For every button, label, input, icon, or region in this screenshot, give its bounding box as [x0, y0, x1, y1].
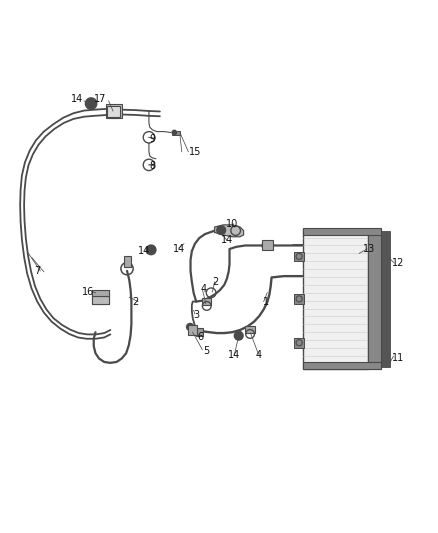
- Text: 4: 4: [255, 350, 261, 360]
- Bar: [92, 290, 109, 296]
- Bar: [124, 256, 131, 266]
- Text: 6: 6: [198, 333, 204, 343]
- Text: 5: 5: [203, 345, 209, 356]
- Text: 16: 16: [81, 287, 94, 297]
- Polygon shape: [215, 225, 244, 237]
- Text: 10: 10: [226, 219, 238, 229]
- Bar: [106, 104, 122, 118]
- Bar: [294, 252, 304, 261]
- Circle shape: [172, 130, 177, 135]
- Bar: [92, 296, 109, 304]
- Text: 8: 8: [149, 161, 155, 171]
- Bar: [172, 131, 180, 135]
- Bar: [303, 228, 381, 235]
- Text: 13: 13: [363, 244, 375, 254]
- Text: 14: 14: [71, 94, 83, 104]
- Text: 11: 11: [392, 353, 404, 362]
- Text: 14: 14: [138, 246, 151, 256]
- Text: 3: 3: [193, 310, 199, 320]
- Text: 2: 2: [212, 277, 219, 287]
- Bar: [188, 325, 197, 335]
- Text: 14: 14: [221, 235, 233, 245]
- Bar: [303, 229, 368, 369]
- Text: 4: 4: [201, 284, 207, 294]
- Text: 15: 15: [189, 147, 201, 157]
- Bar: [107, 106, 120, 117]
- Circle shape: [217, 226, 226, 235]
- Text: 2: 2: [133, 296, 139, 306]
- Bar: [245, 326, 255, 333]
- Circle shape: [85, 98, 97, 109]
- Bar: [368, 229, 381, 369]
- Circle shape: [187, 324, 194, 330]
- Bar: [202, 298, 211, 305]
- Circle shape: [262, 242, 269, 249]
- Bar: [294, 294, 304, 304]
- Bar: [294, 338, 304, 348]
- Text: 17: 17: [94, 94, 106, 104]
- Bar: [303, 362, 381, 369]
- Bar: [262, 240, 273, 250]
- Circle shape: [146, 245, 156, 255]
- Bar: [196, 328, 203, 336]
- Text: 12: 12: [392, 258, 404, 268]
- Text: 9: 9: [149, 134, 155, 144]
- Text: 14: 14: [173, 244, 185, 254]
- Text: 7: 7: [34, 266, 40, 276]
- Text: 14: 14: [228, 350, 240, 360]
- Text: 1: 1: [263, 297, 269, 308]
- Bar: [381, 231, 390, 367]
- Circle shape: [234, 332, 243, 340]
